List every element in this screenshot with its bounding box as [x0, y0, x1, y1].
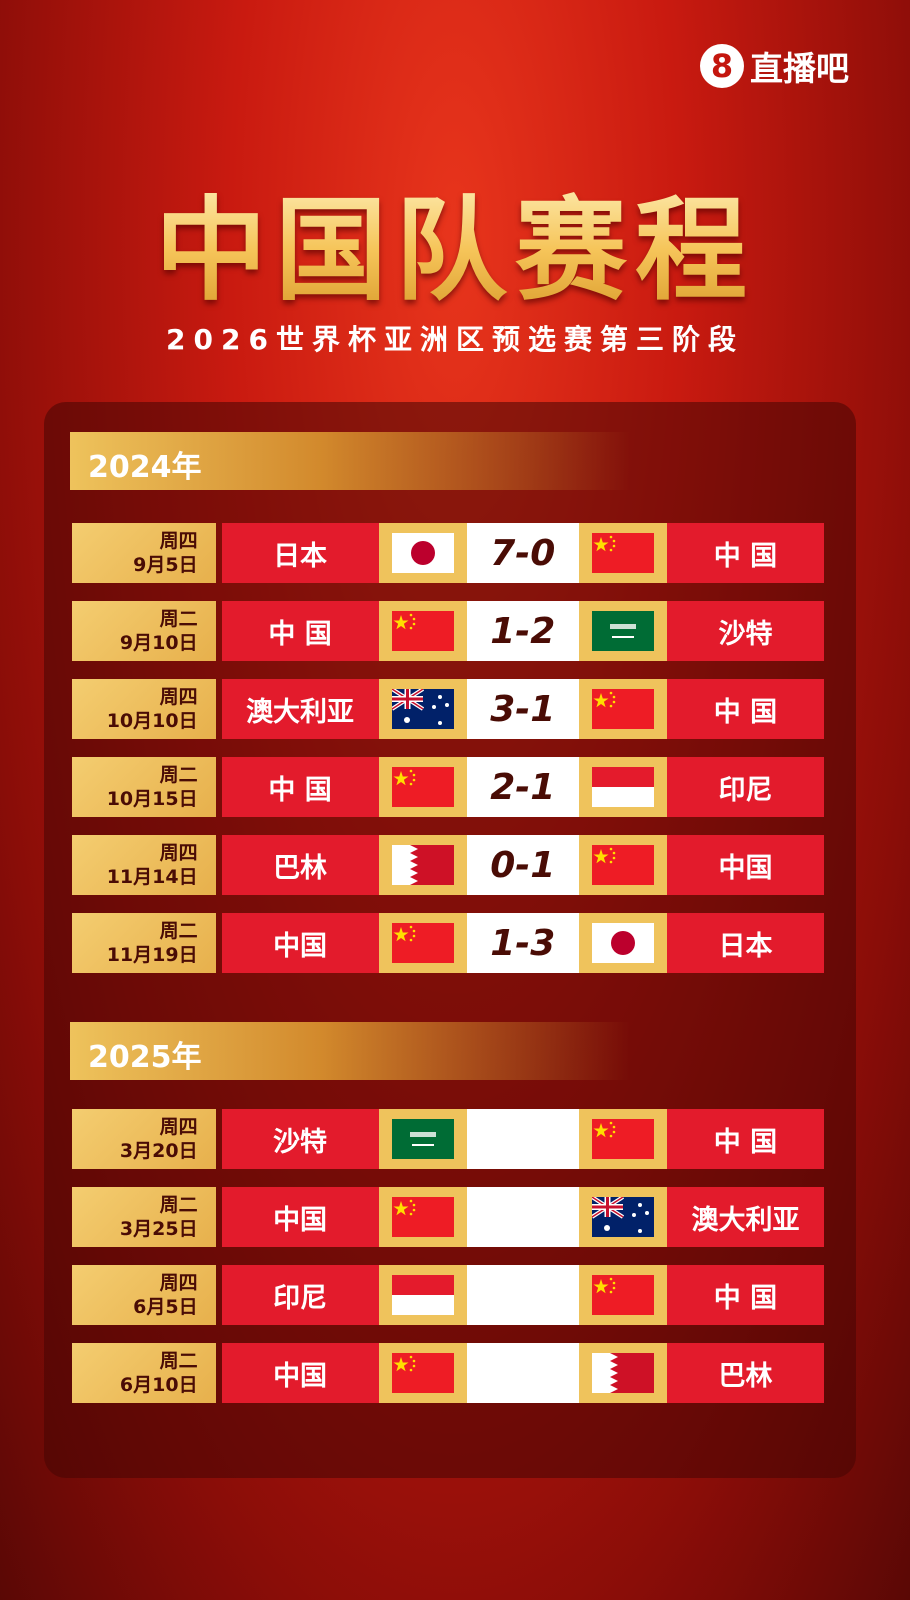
- match-score: [466, 1187, 579, 1247]
- away-team: 日本: [667, 913, 824, 973]
- home-flag-icon: [378, 1343, 467, 1403]
- date: 10月15日: [106, 788, 198, 810]
- match-row: 周四 6月5日 印尼 中 国: [72, 1265, 824, 1325]
- home-flag-icon: [378, 835, 467, 895]
- match-score: [466, 1343, 579, 1403]
- match-date: 周二 11月19日: [72, 913, 216, 973]
- away-team: 印尼: [667, 757, 824, 817]
- weekday: 周四: [159, 530, 198, 552]
- home-flag-icon: [378, 1265, 467, 1325]
- match-date: 周二 9月10日: [72, 601, 216, 661]
- home-team: 中 国: [221, 757, 379, 817]
- away-team: 中 国: [667, 1265, 824, 1325]
- match-row: 周二 9月10日 中 国 1-2 沙特: [72, 601, 824, 661]
- home-team: 中国: [221, 1343, 379, 1403]
- match-date: 周四 11月14日: [72, 835, 216, 895]
- year-header: 2025年: [70, 1022, 630, 1080]
- match-date: 周四 10月10日: [72, 679, 216, 739]
- brand-name: 直播吧: [750, 49, 849, 88]
- match-score: [466, 1265, 579, 1325]
- away-flag-icon: [578, 1109, 667, 1169]
- weekday: 周四: [159, 1116, 198, 1138]
- weekday: 周二: [159, 1194, 198, 1216]
- date: 6月5日: [133, 1296, 198, 1318]
- match-score: [466, 1109, 579, 1169]
- away-team: 中 国: [667, 1109, 824, 1169]
- home-team: 中 国: [221, 601, 379, 661]
- match-row: 周四 10月10日 澳大利亚 3-1 中 国: [72, 679, 824, 739]
- weekday: 周二: [159, 608, 198, 630]
- match-date: 周四 9月5日: [72, 523, 216, 583]
- match-date: 周四 6月5日: [72, 1265, 216, 1325]
- match-score: 1-3: [466, 913, 579, 973]
- match-score: 7-0: [466, 523, 579, 583]
- match-row: 周二 10月15日 中 国 2-1 印尼: [72, 757, 824, 817]
- away-flag-icon: [578, 523, 667, 583]
- weekday: 周二: [159, 764, 198, 786]
- home-flag-icon: [378, 1187, 467, 1247]
- match-date: 周二 6月10日: [72, 1343, 216, 1403]
- away-team: 沙特: [667, 601, 824, 661]
- page-title: 中国队赛程: [0, 160, 910, 322]
- home-team: 中国: [221, 1187, 379, 1247]
- away-flag-icon: [578, 679, 667, 739]
- away-team: 中 国: [667, 679, 824, 739]
- date: 9月10日: [119, 632, 198, 654]
- home-flag-icon: [378, 679, 467, 739]
- home-team: 沙特: [221, 1109, 379, 1169]
- date: 10月10日: [106, 710, 198, 732]
- brand-logo: 8 直播吧: [700, 42, 849, 90]
- logo-mark: 8: [700, 44, 744, 88]
- date: 3月20日: [119, 1140, 198, 1162]
- home-flag-icon: [378, 523, 467, 583]
- away-flag-icon: [578, 1187, 667, 1247]
- home-team: 巴林: [221, 835, 379, 895]
- date: 9月5日: [133, 554, 198, 576]
- away-flag-icon: [578, 913, 667, 973]
- match-date: 周二 3月25日: [72, 1187, 216, 1247]
- year-header: 2024年: [70, 432, 630, 490]
- home-flag-icon: [378, 757, 467, 817]
- home-team: 印尼: [221, 1265, 379, 1325]
- away-team: 中 国: [667, 523, 824, 583]
- match-row: 周二 11月19日 中国 1-3 日本: [72, 913, 824, 973]
- match-date: 周四 3月20日: [72, 1109, 216, 1169]
- weekday: 周四: [159, 1272, 198, 1294]
- match-row: 周二 3月25日 中国 澳大利亚: [72, 1187, 824, 1247]
- home-team: 日本: [221, 523, 379, 583]
- match-row: 周二 6月10日 中国 巴林: [72, 1343, 824, 1403]
- away-flag-icon: [578, 835, 667, 895]
- weekday: 周四: [159, 686, 198, 708]
- date: 3月25日: [119, 1218, 198, 1240]
- home-flag-icon: [378, 1109, 467, 1169]
- home-team: 澳大利亚: [221, 679, 379, 739]
- weekday: 周二: [159, 920, 198, 942]
- weekday: 周二: [159, 1350, 198, 1372]
- away-team: 中国: [667, 835, 824, 895]
- home-flag-icon: [378, 913, 467, 973]
- weekday: 周四: [159, 842, 198, 864]
- match-score: 1-2: [466, 601, 579, 661]
- away-team: 澳大利亚: [667, 1187, 824, 1247]
- date: 11月19日: [106, 944, 198, 966]
- away-team: 巴林: [667, 1343, 824, 1403]
- match-score: 2-1: [466, 757, 579, 817]
- away-flag-icon: [578, 1343, 667, 1403]
- page-subtitle: 2026世界杯亚洲区预选赛第三阶段: [166, 323, 744, 356]
- home-flag-icon: [378, 601, 467, 661]
- match-date: 周二 10月15日: [72, 757, 216, 817]
- away-flag-icon: [578, 1265, 667, 1325]
- match-score: 0-1: [466, 835, 579, 895]
- home-team: 中国: [221, 913, 379, 973]
- match-row: 周四 3月20日 沙特 中 国: [72, 1109, 824, 1169]
- match-row: 周四 11月14日 巴林 0-1 中国: [72, 835, 824, 895]
- match-row: 周四 9月5日 日本 7-0 中 国: [72, 523, 824, 583]
- match-score: 3-1: [466, 679, 579, 739]
- date: 6月10日: [119, 1374, 198, 1396]
- away-flag-icon: [578, 757, 667, 817]
- date: 11月14日: [106, 866, 198, 888]
- away-flag-icon: [578, 601, 667, 661]
